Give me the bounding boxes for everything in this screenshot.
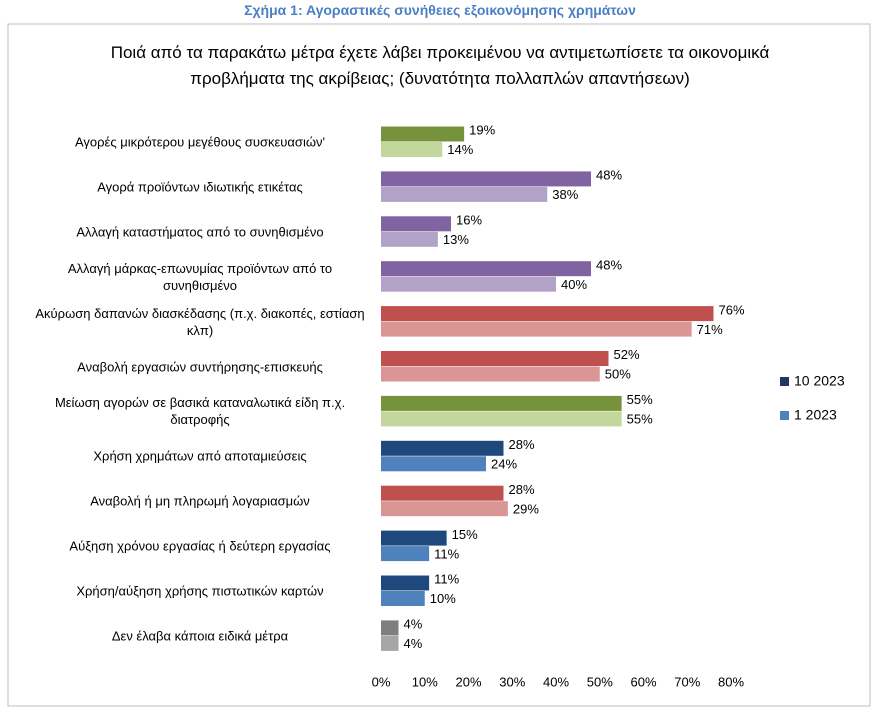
value-label: 11%	[434, 546, 459, 561]
value-label: 76%	[719, 302, 745, 317]
bar	[381, 142, 443, 157]
bar	[381, 186, 548, 202]
value-label: 19%	[469, 123, 495, 138]
x-tick-label: 70%	[674, 674, 700, 689]
value-label: 50%	[605, 367, 631, 382]
value-label: 4%	[404, 617, 423, 632]
x-tick-label: 50%	[587, 674, 613, 689]
category-label: Αγορές μικρότερου μεγέθους συσκευασιών'	[75, 134, 325, 150]
x-tick-label: 10%	[412, 674, 438, 689]
x-tick-label: 60%	[630, 674, 656, 689]
bar	[381, 126, 465, 142]
value-label: 10%	[430, 591, 456, 606]
value-label: 48%	[596, 257, 622, 272]
bar	[381, 575, 430, 591]
bar	[381, 620, 399, 636]
x-tick-label: 0%	[372, 674, 391, 689]
category-label: Αύξηση χρόνου εργασίας ή δεύτερη εργασία…	[69, 538, 331, 554]
value-label: 14%	[447, 142, 473, 157]
value-label: 13%	[443, 232, 469, 247]
chart-title: Ποιά από τα παρακάτω μέτρα έχετε λάβει π…	[110, 43, 770, 88]
category-label: Αναβολή εργασιών συντήρησης-επισκευής	[77, 359, 323, 374]
bar	[381, 261, 591, 277]
legend-label: 10 2023	[794, 373, 845, 389]
value-label: 55%	[627, 392, 653, 407]
bar	[381, 231, 438, 247]
x-tick-label: 30%	[499, 674, 525, 689]
x-tick-label: 40%	[543, 674, 569, 689]
category-label: Δεν έλαβα κάποια ειδικά μέτρα	[111, 628, 289, 644]
bar	[381, 276, 556, 292]
bar	[381, 591, 425, 606]
category-label: Χρήση χρημάτων από αποταμιεύσεις	[93, 448, 307, 464]
x-tick-label: 80%	[718, 674, 744, 689]
bar	[381, 216, 451, 232]
bar	[381, 635, 399, 651]
category-label: Αγορά προϊόντων ιδιωτικής ετικέτας	[97, 179, 303, 195]
value-label: 71%	[697, 322, 723, 337]
bar	[381, 411, 622, 427]
legend-swatch	[780, 411, 789, 420]
value-label: 28%	[509, 437, 535, 452]
value-label: 24%	[491, 456, 517, 471]
bar	[381, 456, 486, 472]
bar	[381, 530, 447, 546]
category-label: Αναβολή ή μη πληρωμή λογαριασμών	[90, 493, 310, 509]
bar	[381, 171, 591, 187]
value-label: 16%	[456, 212, 482, 227]
category-label: Αλλαγή καταστήματος από το συνηθισμένο	[76, 224, 324, 240]
frame	[7, 23, 871, 707]
bar	[381, 351, 609, 366]
bar	[381, 366, 600, 382]
bar	[381, 321, 692, 337]
value-label: 29%	[513, 501, 539, 516]
value-label: 52%	[614, 347, 640, 362]
category-label: Ακύρωση δαπανών διασκέδασης (π.χ. διακοπ…	[35, 305, 365, 338]
value-label: 28%	[509, 482, 535, 497]
legend-swatch	[780, 377, 789, 386]
bar	[381, 395, 622, 411]
value-label: 38%	[552, 187, 578, 202]
value-label: 55%	[627, 412, 653, 427]
bar	[381, 546, 430, 562]
legend-label: 1 2023	[794, 407, 837, 423]
value-label: 11%	[434, 572, 459, 587]
bar	[381, 306, 714, 322]
category-label: Μείωση αγορών σε βασικά καταναλωτικά είδ…	[54, 395, 346, 428]
value-label: 4%	[404, 636, 423, 651]
bar	[381, 485, 504, 501]
bar	[381, 501, 508, 517]
value-label: 15%	[452, 527, 478, 542]
category-label: Χρήση/αύξηση χρήσης πιστωτικών καρτών	[76, 583, 324, 599]
x-tick-label: 20%	[455, 674, 481, 689]
value-label: 48%	[596, 168, 622, 183]
bar	[381, 440, 504, 456]
category-label: Αλλαγή μάρκας-επωνυμίας προϊόντων από το…	[67, 260, 333, 293]
value-label: 40%	[561, 277, 587, 292]
figure-caption: Σχήμα 1: Αγοραστικές συνήθειες εξοικονόμ…	[244, 2, 636, 18]
